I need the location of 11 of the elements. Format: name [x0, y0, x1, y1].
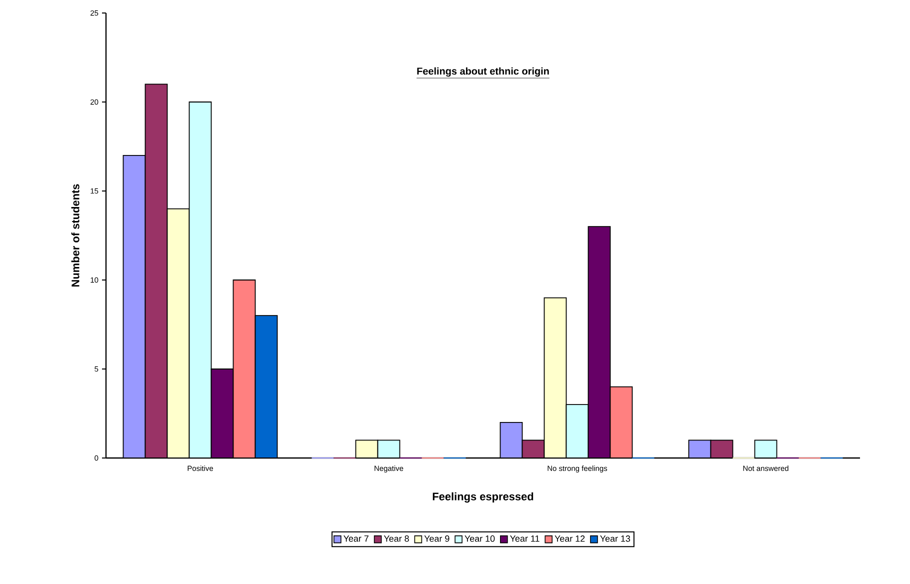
legend-label: Year 7: [344, 535, 368, 542]
bar: [754, 440, 778, 458]
legend-label: Year 13: [600, 535, 630, 542]
y-axis-title: Number of students: [71, 184, 80, 287]
legend-label: Year 12: [554, 535, 585, 542]
legend-label: Year 10: [464, 535, 495, 542]
legend-label: Year 9: [424, 535, 450, 542]
legend-label: Year 8: [384, 535, 409, 542]
legend-label: Year 11: [510, 535, 540, 542]
text: Feelings about ethnic origin: [417, 67, 549, 77]
x-axis-title: Feelings espressed: [432, 492, 534, 503]
